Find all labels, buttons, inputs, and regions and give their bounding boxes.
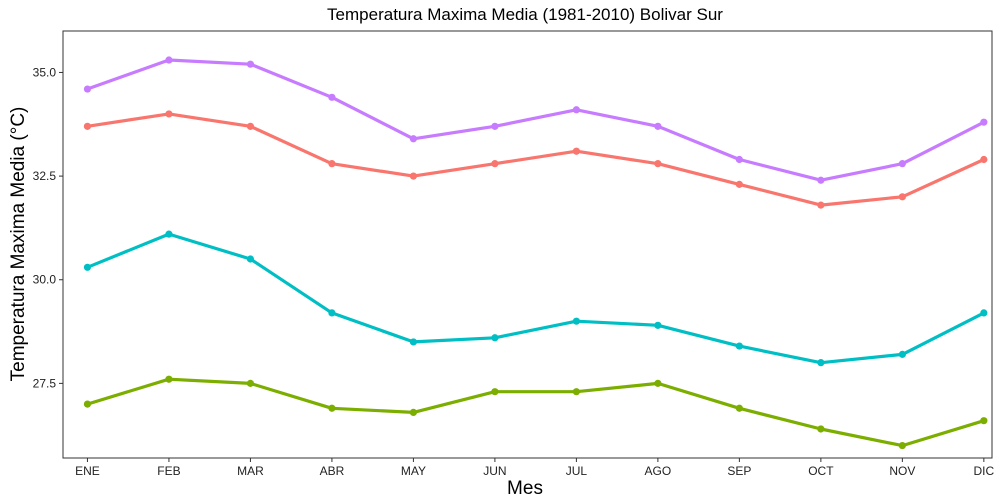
- data-point: [817, 359, 825, 367]
- data-point: [654, 321, 662, 329]
- series-3: [83, 230, 988, 367]
- x-tick-label: FEB: [157, 464, 180, 478]
- data-point: [817, 201, 825, 209]
- data-point: [980, 155, 988, 164]
- series-line: [85, 112, 986, 207]
- data-point: [165, 230, 173, 238]
- series-2: [83, 110, 988, 209]
- data-point: [165, 56, 173, 64]
- data-point: [328, 93, 336, 101]
- x-tick-label: MAR: [237, 464, 264, 478]
- x-tick-label: ENE: [75, 464, 100, 478]
- data-point: [246, 60, 255, 68]
- data-point: [165, 375, 173, 383]
- data-point: [735, 404, 743, 412]
- data-point: [83, 122, 92, 130]
- data-point: [735, 342, 743, 350]
- data-point: [817, 425, 825, 433]
- data-point: [898, 193, 906, 201]
- data-point: [165, 110, 173, 118]
- data-point: [409, 408, 418, 416]
- x-axis-title: Mes: [507, 478, 543, 499]
- series-line: [85, 377, 986, 448]
- data-point: [654, 379, 662, 387]
- x-tick-label: DIC: [974, 464, 995, 478]
- data-point: [246, 255, 255, 263]
- data-point: [409, 135, 418, 143]
- data-point: [980, 118, 988, 126]
- data-point: [328, 160, 336, 168]
- data-point: [83, 400, 92, 408]
- data-point: [572, 317, 580, 325]
- y-tick-label: 35.0: [33, 65, 57, 79]
- x-tick-label: JUL: [566, 464, 588, 478]
- x-tick-label: SEP: [727, 464, 751, 478]
- data-point: [654, 160, 662, 168]
- x-tick-label: NOV: [889, 464, 915, 478]
- data-point: [409, 338, 418, 346]
- data-point: [491, 160, 499, 168]
- y-tick-label: 27.5: [33, 376, 57, 390]
- series-line: [85, 232, 986, 365]
- y-axis: 27.5 30.0 32.5 35.0: [33, 65, 63, 390]
- data-point: [328, 404, 336, 412]
- data-point: [246, 122, 255, 130]
- data-point: [654, 122, 662, 130]
- series-line: [85, 58, 986, 182]
- data-point: [898, 441, 906, 450]
- data-point: [491, 122, 499, 130]
- y-axis-title: Temperatura Maxima Media (°C): [8, 107, 29, 382]
- x-axis: ENE FEB MAR ABR MAY JUN JUL AGO SEP OCT NOV DIC: [75, 458, 995, 478]
- data-point: [572, 106, 580, 114]
- data-point: [572, 147, 580, 155]
- data-point: [328, 309, 336, 317]
- data-point: [572, 388, 580, 396]
- series-layer: [83, 56, 988, 450]
- plot-panel: [62, 30, 993, 459]
- data-point: [83, 263, 92, 271]
- data-point: [980, 417, 988, 425]
- data-point: [735, 155, 743, 164]
- chart-title: Temperatura Maxima Media (1981-2010) Bol…: [327, 5, 723, 24]
- data-point: [817, 176, 825, 184]
- series-1: [83, 56, 988, 184]
- data-point: [980, 309, 988, 317]
- data-point: [409, 172, 418, 180]
- data-point: [491, 334, 499, 342]
- data-point: [83, 85, 92, 93]
- data-point: [735, 180, 743, 188]
- x-tick-label: MAY: [401, 464, 426, 478]
- x-tick-label: OCT: [808, 464, 834, 478]
- series-4: [83, 375, 988, 450]
- data-point: [246, 379, 255, 387]
- y-tick-label: 32.5: [33, 169, 57, 183]
- data-point: [898, 350, 906, 358]
- x-tick-label: AGO: [645, 464, 672, 478]
- y-tick-label: 30.0: [33, 273, 57, 287]
- data-point: [491, 388, 499, 396]
- data-point: [898, 160, 906, 168]
- x-tick-label: JUN: [483, 464, 506, 478]
- x-tick-label: ABR: [320, 464, 345, 478]
